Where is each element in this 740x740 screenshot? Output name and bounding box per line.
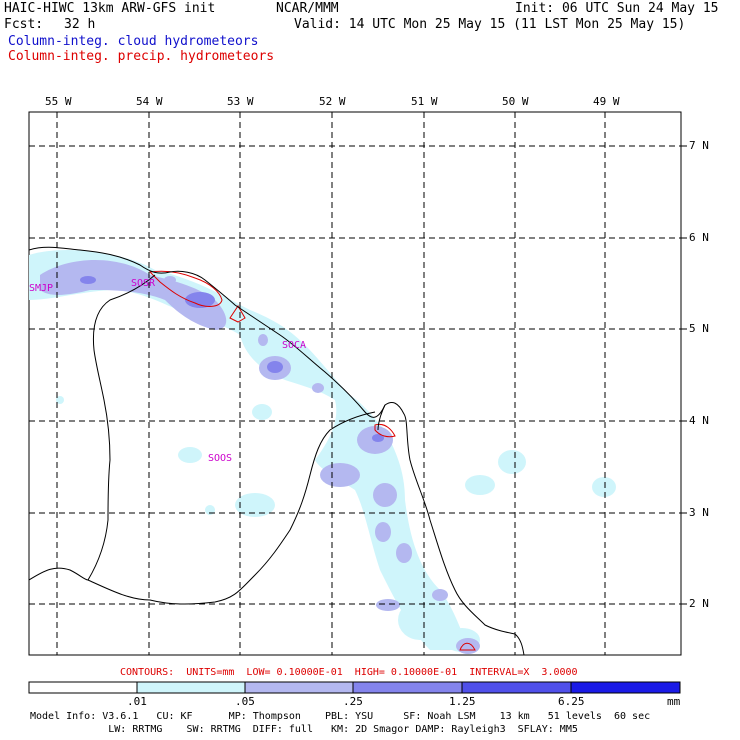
map-org: NCAR/MMM: [276, 1, 339, 16]
precip-contours: [148, 270, 476, 651]
lat-label: 4 N: [689, 414, 709, 427]
lat-label: 2 N: [689, 597, 709, 610]
colorbar: [28, 681, 681, 694]
colorbar-tick: 1.25: [449, 695, 476, 708]
field-label-precip: Column-integ. precip. hydrometeors: [8, 49, 275, 64]
station-label-smjp: SMJP: [29, 283, 54, 294]
colorbar-tick: 6.25: [558, 695, 585, 708]
field-label-cloud: Column-integ. cloud hydrometeors: [8, 34, 259, 49]
colorbar-bin-6: [570, 681, 681, 694]
lon-label: 54 W: [136, 95, 163, 108]
lon-label: 51 W: [411, 95, 438, 108]
station-label-soos: SOOS: [208, 453, 233, 464]
lat-label: 6 N: [689, 231, 709, 244]
lon-label: 52 W: [319, 95, 346, 108]
station-label-sosr: SOSR: [131, 278, 156, 289]
colorbar-tick: .01: [127, 695, 147, 708]
colorbar-units: mm: [667, 695, 681, 708]
valid-time: Valid: 14 UTC Mon 25 May 15 (11 LST Mon …: [294, 17, 686, 32]
lon-label: 50 W: [502, 95, 529, 108]
lon-label: 55 W: [45, 95, 72, 108]
colorbar-bin-4: [352, 681, 463, 694]
lat-label: 5 N: [689, 322, 709, 335]
lat-label: 7 N: [689, 139, 709, 152]
axis-ticks: [681, 145, 687, 605]
forecast-hours: 32 h: [64, 17, 96, 32]
coastline: [29, 246, 525, 655]
model-info-line2: LW: RRTMG SW: RRTMG DIFF: full KM: 2D Sm…: [30, 724, 578, 735]
colorbar-bin-5: [461, 681, 572, 694]
colorbar-tick: .25: [343, 695, 363, 708]
colorbar-bin-2: [136, 681, 246, 694]
station-label-soca: SOCA: [282, 340, 307, 351]
colorbar-tick: .05: [235, 695, 255, 708]
colorbar-bin-1: [28, 681, 138, 694]
lon-label: 49 W: [593, 95, 620, 108]
colorbar-bin-3: [244, 681, 354, 694]
forecast-label: Fcst:: [4, 17, 44, 32]
lon-label: 53 W: [227, 95, 254, 108]
cloud-shading-dark: [80, 276, 384, 442]
map-title: HAIC-HIWC 13km ARW-GFS init: [4, 1, 216, 16]
lat-label: 3 N: [689, 506, 709, 519]
map-frame: [28, 111, 682, 656]
model-info-line1: Model Info: V3.6.1 CU: KF MP: Thompson P…: [30, 711, 651, 722]
init-time: Init: 06 UTC Sun 24 May 15: [515, 1, 719, 16]
lat-lon-grid: [29, 112, 681, 655]
contours-info: CONTOURS: UNITS=mm LOW= 0.10000E-01 HIGH…: [120, 667, 578, 678]
